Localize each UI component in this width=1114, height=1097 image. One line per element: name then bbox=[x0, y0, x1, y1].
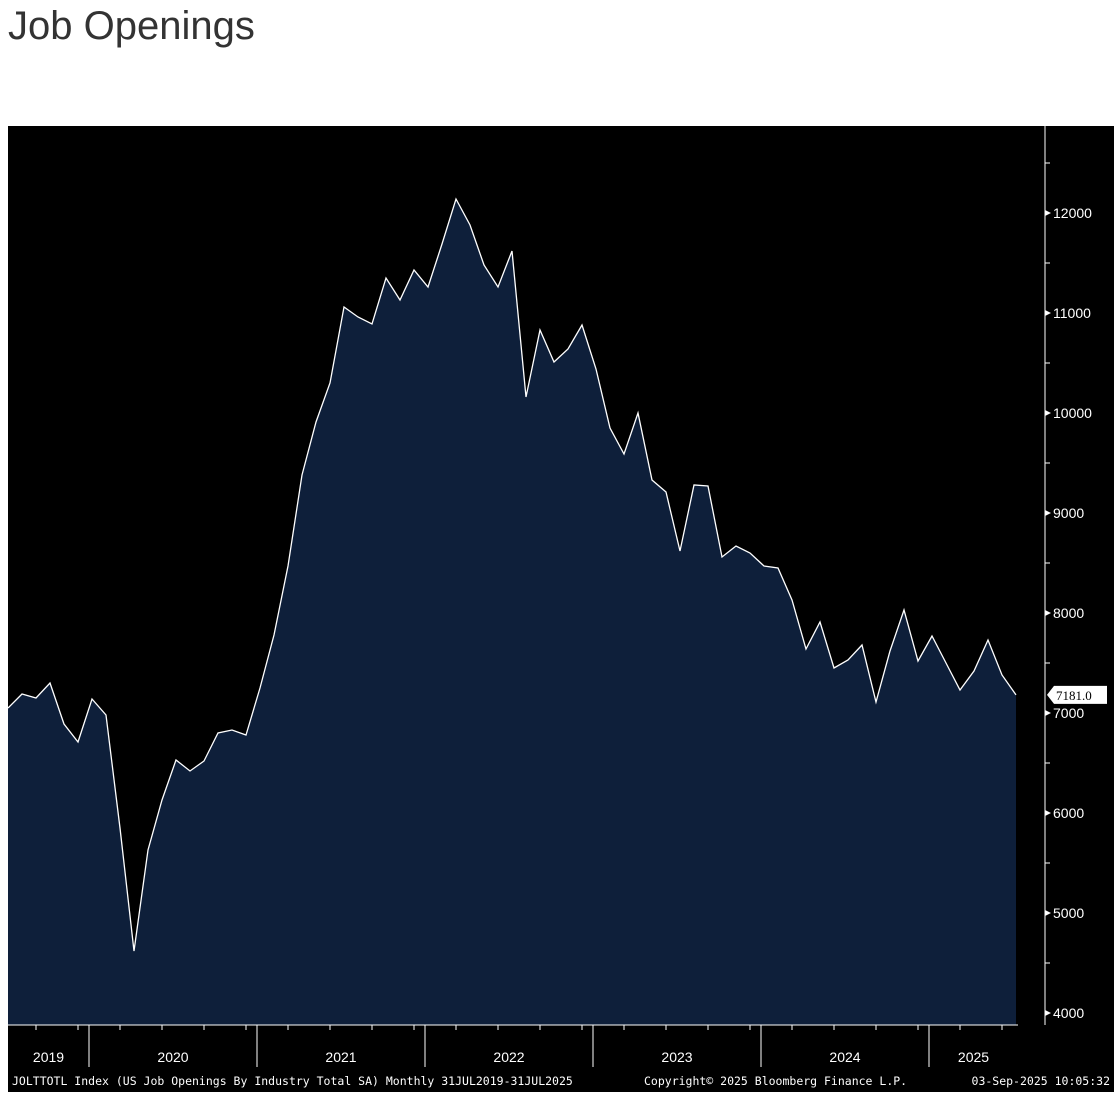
series-line bbox=[7, 197, 1017, 952]
footer-timestamp: 03-Sep-2025 10:05:32 bbox=[972, 1074, 1110, 1088]
x-year-label: 2025 bbox=[958, 1049, 989, 1065]
x-year-label: 2020 bbox=[157, 1049, 188, 1065]
y-major-tick bbox=[1045, 910, 1051, 916]
last-value-label: 7181.0 bbox=[1056, 688, 1092, 703]
y-major-tick bbox=[1045, 810, 1051, 816]
footer-ticker-text: JOLTTOTL Index (US Job Openings By Indus… bbox=[12, 1074, 573, 1088]
y-tick-label: 12000 bbox=[1053, 205, 1092, 221]
x-year-label: 2019 bbox=[33, 1049, 64, 1065]
footer-copyright: Copyright© 2025 Bloomberg Finance L.P. bbox=[644, 1074, 907, 1088]
x-year-label: 2021 bbox=[325, 1049, 356, 1065]
x-year-label: 2022 bbox=[493, 1049, 524, 1065]
y-tick-label: 6000 bbox=[1053, 805, 1084, 821]
y-tick-label: 5000 bbox=[1053, 905, 1084, 921]
y-major-tick bbox=[1045, 710, 1051, 716]
y-tick-label: 9000 bbox=[1053, 505, 1084, 521]
y-axis: 4000 5000 6000 7000 8000 9000 10000 11000 12000 7… bbox=[1044, 126, 1107, 1025]
y-tick-label: 11000 bbox=[1053, 305, 1091, 321]
x-year-label: 2023 bbox=[661, 1049, 692, 1065]
area-chart: 4000 5000 6000 7000 8000 9000 10000 11000 12000 7… bbox=[7, 126, 1110, 1088]
y-tick-label: 10000 bbox=[1053, 405, 1092, 421]
last-value-badge bbox=[1047, 685, 1107, 704]
y-major-tick bbox=[1045, 310, 1051, 316]
y-major-tick bbox=[1045, 1010, 1051, 1016]
y-major-tick bbox=[1045, 410, 1051, 416]
y-major-tick bbox=[1045, 510, 1051, 516]
x-year-label: 2024 bbox=[829, 1049, 860, 1065]
plot-area bbox=[7, 197, 1017, 1025]
chart-footer: JOLTTOTL Index (US Job Openings By Indus… bbox=[12, 1074, 1110, 1088]
y-major-tick bbox=[1045, 210, 1051, 216]
chart-container: 4000 5000 6000 7000 8000 9000 10000 11000 12000 7… bbox=[7, 126, 1114, 1092]
y-tick-label: 8000 bbox=[1053, 605, 1084, 621]
page-title: Job Openings bbox=[8, 4, 255, 48]
y-tick-label: 7000 bbox=[1053, 705, 1084, 721]
x-axis: 2019 2020 2021 2022 2023 2024 2025 bbox=[8, 1024, 1018, 1067]
y-tick-label: 4000 bbox=[1053, 1005, 1084, 1021]
series-area-fill bbox=[8, 199, 1016, 1025]
y-major-tick bbox=[1045, 610, 1051, 616]
